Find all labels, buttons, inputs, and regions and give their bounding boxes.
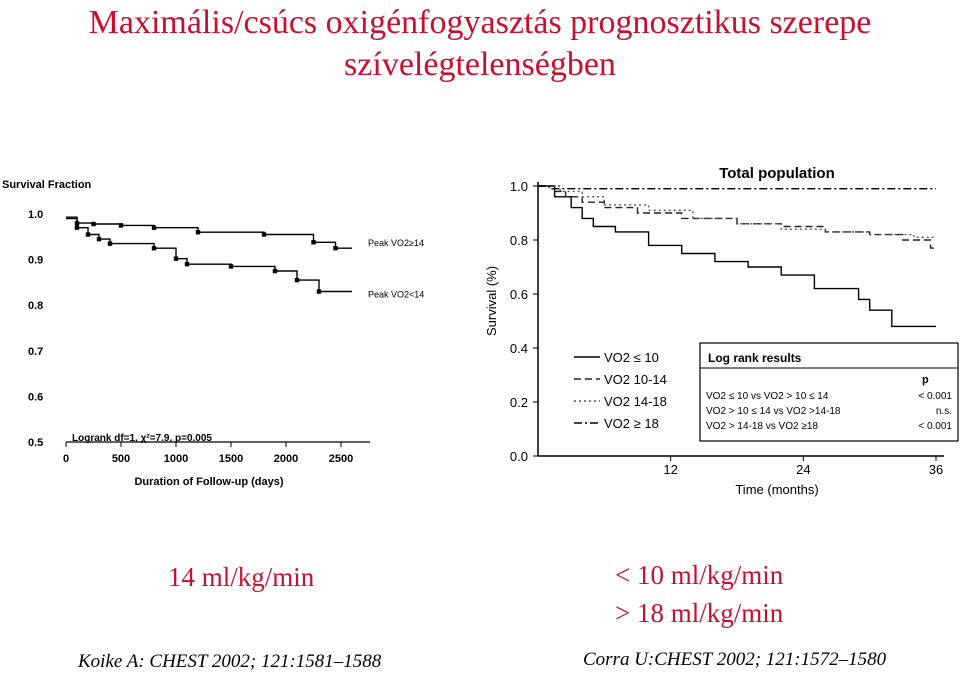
left-censor-mark <box>151 225 157 230</box>
left-censor-mark <box>96 236 102 242</box>
left-x-axis-label: Duration of Follow-up (days) <box>134 476 283 488</box>
left-y-tick-label: 0.7 <box>28 346 43 358</box>
left-x-tick-label: 2000 <box>274 453 298 465</box>
right-y-tick-label: 0.6 <box>510 287 528 302</box>
log-rank-row-p: n.s. <box>936 406 952 417</box>
left-y-tick-label: 0.6 <box>28 391 43 403</box>
right-y-tick-label: 0.4 <box>510 341 528 356</box>
right-series-line <box>538 185 936 249</box>
log-rank-box <box>699 342 959 442</box>
left-logrank-annotation: Logrank df=1, χ²=7.9, p=0.005 <box>72 433 212 444</box>
right-legend-label: VO2 14-18 <box>604 394 667 409</box>
left-survival-chart: Survival Fraction 0 500 1000 1500 2000 2500 0.5… <box>2 179 424 488</box>
log-rank-row-p: < 0.001 <box>918 421 952 432</box>
right-x-axis-label: Time (months) <box>735 482 818 497</box>
right-series-line <box>538 185 936 328</box>
slide-title-line-1: Maximális/csúcs oxigénfogyasztás prognos… <box>88 4 872 41</box>
left-x-tick-label: 1000 <box>164 453 188 465</box>
right-y-tick-label: 0.2 <box>510 395 528 410</box>
right-survival-chart: Total population 0.0 0.2 0.4 0.6 0.8 1.0 12 24 36… <box>484 165 959 497</box>
right-threshold-caption-high: > 18 ml/kg/min <box>615 598 784 628</box>
right-legend-label: VO2 ≤ 10 <box>604 350 659 365</box>
left-censor-mark <box>272 268 278 274</box>
left-censor-mark <box>184 261 190 267</box>
left-series-label: Peak VO2≥14 <box>368 238 424 248</box>
right-y-tick-label: 1.0 <box>510 179 528 194</box>
left-y-axis-label: Survival Fraction <box>2 179 92 191</box>
right-citation: Corra U:CHEST 2002; 121:1572–1580 <box>583 649 887 670</box>
left-censor-mark <box>261 232 267 237</box>
left-y-tick-label: 0.9 <box>28 255 43 267</box>
right-threshold-caption-low: < 10 ml/kg/min <box>615 560 784 590</box>
left-censor-mark <box>118 223 124 228</box>
slide-title-line-2: szívelégtelenségben <box>344 46 616 83</box>
right-x-tick-label: 24 <box>796 462 810 477</box>
right-series-line <box>538 185 936 190</box>
right-y-tick-label: 0.0 <box>510 449 528 464</box>
left-x-tick-label: 500 <box>112 453 130 465</box>
left-censor-mark <box>173 256 179 261</box>
left-censor-mark <box>151 246 157 251</box>
left-series-line <box>66 216 352 249</box>
right-chart-title: Total population <box>719 165 835 182</box>
right-legend-label: VO2 ≥ 18 <box>604 416 659 431</box>
right-x-tick-label: 36 <box>929 462 943 477</box>
left-censor-mark <box>107 241 113 246</box>
log-rank-row-label: VO2 > 10 ≤ 14 vs VO2 >14-18 <box>706 406 841 417</box>
left-x-tick-label: 0 <box>63 453 69 465</box>
log-rank-row-p: < 0.001 <box>918 391 952 402</box>
log-rank-title: Log rank results <box>708 351 802 365</box>
left-censor-mark <box>333 246 338 251</box>
log-rank-row-label: VO2 > 14-18 vs VO2 ≥18 <box>706 421 818 432</box>
log-rank-row-label: VO2 ≤ 10 vs VO2 > 10 ≤ 14 <box>706 391 829 402</box>
right-x-tick-label: 12 <box>663 462 677 477</box>
left-censor-mark <box>91 221 96 227</box>
left-x-tick-label: 2500 <box>329 453 353 465</box>
left-y-tick-label: 1.0 <box>28 209 43 221</box>
left-y-tick-label: 0.5 <box>28 437 43 449</box>
right-y-axis-label: Survival (%) <box>484 266 499 336</box>
left-citation: Koike A: CHEST 2002; 121:1581–1588 <box>78 651 382 672</box>
left-censor-mark <box>74 225 80 230</box>
right-y-tick-label: 0.8 <box>510 233 528 248</box>
left-censor-mark <box>316 289 322 294</box>
log-rank-p-header: p <box>922 374 929 386</box>
left-series-line <box>66 217 352 293</box>
left-y-tick-label: 0.8 <box>28 300 43 312</box>
left-censor-mark <box>228 264 234 269</box>
left-censor-mark <box>195 230 201 235</box>
left-censor-mark <box>85 232 91 237</box>
right-legend-label: VO2 10-14 <box>604 372 667 387</box>
left-threshold-caption: 14 ml/kg/min <box>168 562 315 592</box>
left-x-tick-label: 1500 <box>219 453 243 465</box>
left-censor-mark <box>294 277 300 283</box>
left-series-label: Peak VO2<14 <box>368 290 424 300</box>
left-censor-mark <box>311 240 316 245</box>
right-series-line <box>538 185 936 238</box>
